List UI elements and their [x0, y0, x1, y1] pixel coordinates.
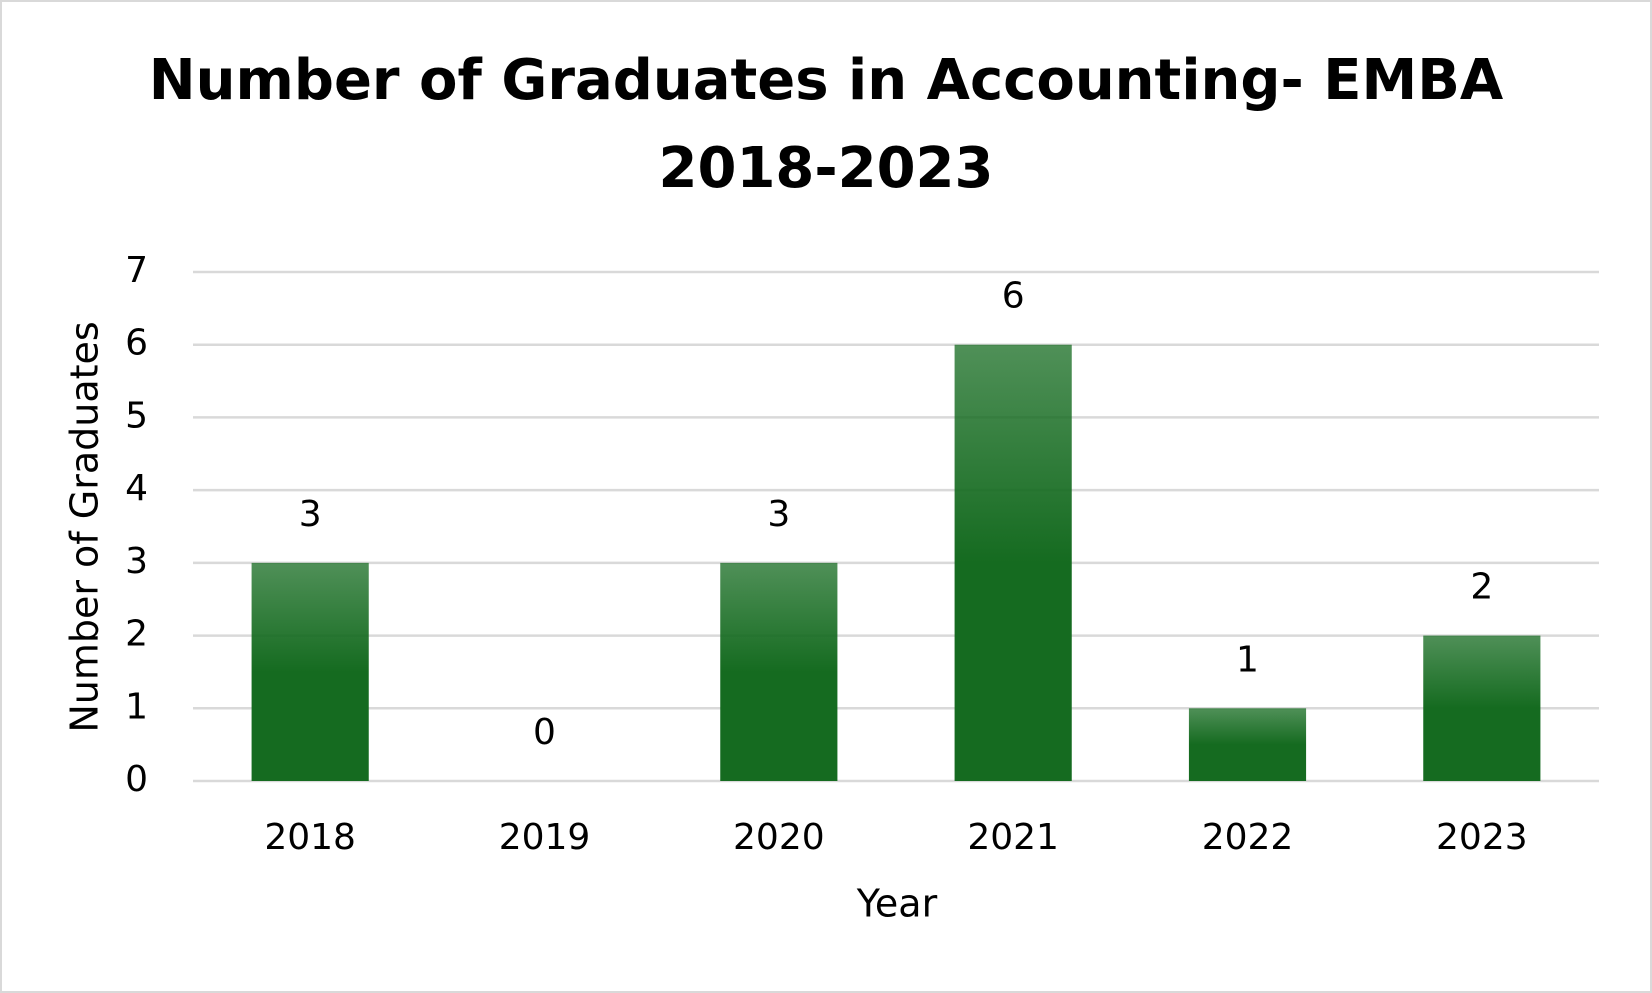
y-tick-label: 3 [125, 541, 148, 582]
y-axis-title: Number of Graduates [63, 321, 107, 732]
y-tick-label: 2 [125, 614, 148, 655]
chart-title: Number of Graduates in Accounting- EMBA [149, 48, 1504, 113]
y-tick-label: 6 [125, 323, 148, 364]
bar [251, 562, 369, 781]
data-label: 3 [299, 494, 322, 535]
y-tick-label: 7 [125, 250, 148, 291]
x-tick-label: 2018 [264, 817, 356, 858]
x-tick-label: 2020 [733, 817, 825, 858]
x-axis-title: Year [856, 882, 938, 926]
y-tick-label: 1 [125, 686, 148, 727]
x-tick-label: 2019 [499, 817, 591, 858]
data-label: 2 [1470, 567, 1493, 608]
y-tick-label: 4 [125, 468, 148, 509]
bar [720, 562, 838, 781]
data-label: 0 [533, 712, 556, 753]
chart-title: 2018-2023 [659, 136, 994, 201]
data-label: 1 [1236, 639, 1259, 680]
x-tick-label: 2022 [1202, 817, 1294, 858]
bar [954, 344, 1072, 781]
bar [1188, 708, 1307, 781]
bar [1423, 635, 1541, 781]
data-label: 3 [767, 494, 790, 535]
x-tick-label: 2023 [1436, 817, 1528, 858]
y-tick-label: 0 [125, 759, 148, 800]
y-tick-label: 5 [125, 395, 148, 436]
data-label: 6 [1002, 276, 1025, 317]
x-tick-label: 2021 [967, 817, 1059, 858]
